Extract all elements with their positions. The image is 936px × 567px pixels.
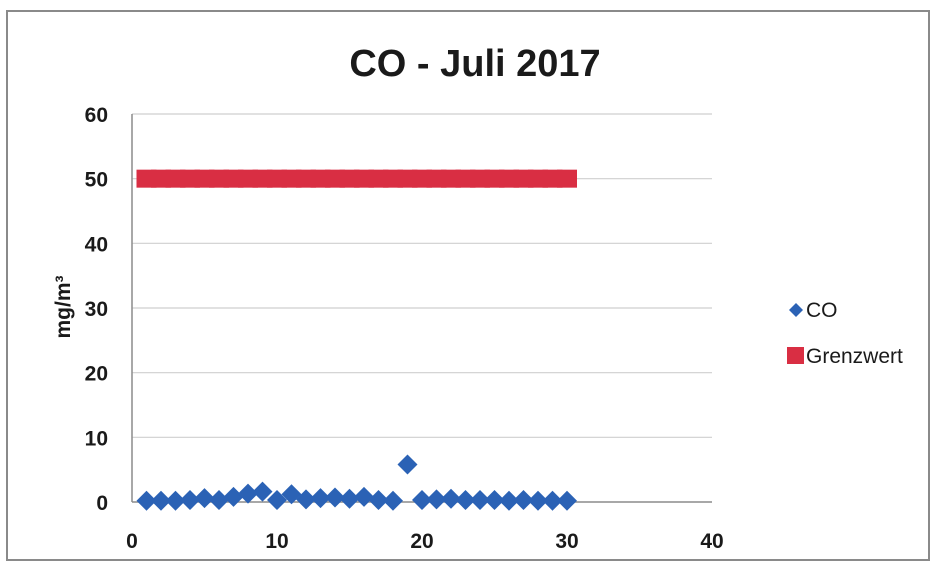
y-tick-label: 0 [96,492,108,515]
co-point [412,490,432,511]
co-point [136,490,157,511]
co-point [528,490,548,511]
co-point [209,490,229,511]
chart-title: CO - Juli 2017 [349,43,600,85]
co-point [383,490,403,511]
co-point [426,489,447,510]
grenzwert-point [557,169,577,188]
co-point [223,486,244,507]
y-tick-label: 40 [85,233,108,256]
y-tick-labels: 0 10 20 30 40 50 60 [85,104,108,515]
y-tick-label: 20 [85,363,108,386]
co-point [513,490,534,511]
legend: CO Grenzwert [787,299,903,368]
co-point [542,490,563,511]
chart-frame [6,10,930,561]
legend-label-grenzwert: Grenzwert [806,345,903,368]
co-point [455,490,476,511]
plot-area [136,169,577,511]
gridlines [132,113,712,438]
y-axis-label: mg/m³ [52,275,75,338]
co-point [238,483,258,504]
co-point [310,488,331,509]
legend-label-co: CO [806,299,838,322]
legend-marker-co [789,303,803,317]
y-tick-label: 10 [85,427,108,450]
y-tick-label: 60 [85,104,108,127]
legend-item-grenzwert: Grenzwert [787,345,903,368]
co-point [180,490,200,511]
co-point [397,454,418,475]
x-tick-label: 10 [265,530,288,553]
co-point [151,490,171,511]
co-point [368,490,389,511]
co-point [354,486,374,507]
x-tick-labels: 0 10 20 30 40 [126,530,724,553]
co-point [296,489,316,510]
x-tick-label: 20 [410,530,433,553]
x-tick-label: 30 [555,530,578,553]
co-point [325,487,345,508]
y-tick-label: 30 [85,298,108,321]
x-tick-label: 0 [126,530,138,553]
co-point [499,490,519,511]
co-point [557,490,577,511]
y-tick-label: 50 [85,169,108,192]
co-point [165,490,186,511]
co-point [267,490,287,511]
co-point [470,490,490,511]
legend-item-co: CO [789,299,838,322]
co-point [441,488,461,509]
co-point [252,481,273,502]
x-tick-label: 40 [700,530,723,553]
co-point [194,488,215,509]
co-point [484,490,505,511]
co-point [339,488,360,509]
legend-marker-grenzwert [787,347,804,364]
